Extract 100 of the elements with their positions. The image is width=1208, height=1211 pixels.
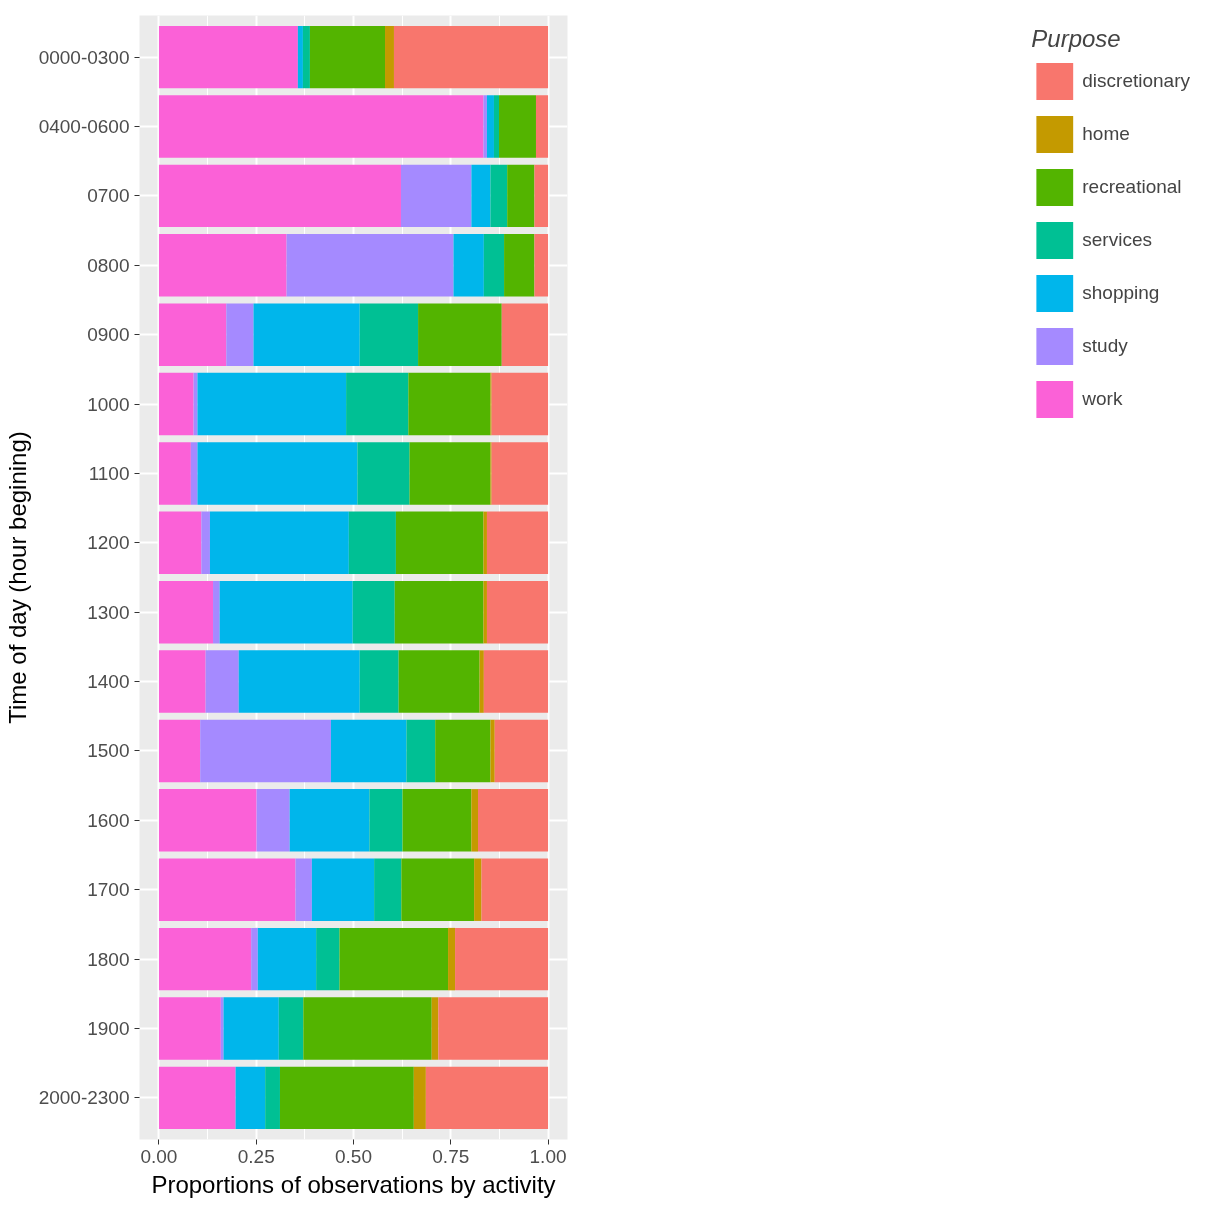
bar xyxy=(311,858,375,921)
bar xyxy=(205,650,239,713)
legend-label: home xyxy=(1082,123,1130,145)
legend-label: shopping xyxy=(1082,282,1160,304)
y-tick-label: 1300 xyxy=(87,601,130,623)
bar xyxy=(316,927,340,991)
bar xyxy=(471,789,479,852)
bar xyxy=(534,234,549,297)
bar xyxy=(474,858,482,921)
bar xyxy=(534,164,549,228)
y-tick-label: 1900 xyxy=(87,1017,130,1039)
bar xyxy=(499,95,536,158)
y-tick-label: 1000 xyxy=(87,393,130,415)
bar xyxy=(158,580,214,644)
bar xyxy=(425,1066,549,1130)
bar xyxy=(256,789,290,852)
bar xyxy=(158,372,194,436)
bar xyxy=(297,25,303,89)
y-tick-label: 1100 xyxy=(88,462,130,484)
bar xyxy=(158,95,484,158)
bar xyxy=(235,1066,266,1130)
bar xyxy=(402,789,472,852)
bar xyxy=(418,303,502,366)
y-axis-title: Time of day (hour begining) xyxy=(3,431,31,724)
bar xyxy=(238,650,360,713)
bar xyxy=(158,719,201,783)
bar xyxy=(158,234,287,297)
bar xyxy=(197,372,347,436)
bar xyxy=(394,580,484,644)
y-tick-label: 1800 xyxy=(87,948,130,970)
legend-label: discretionary xyxy=(1082,70,1190,92)
bar xyxy=(481,858,549,921)
bar xyxy=(413,1066,426,1130)
bar xyxy=(486,511,549,575)
legend-title: Purpose xyxy=(1031,25,1122,53)
bar xyxy=(303,997,432,1060)
y-tick-label: 1400 xyxy=(87,671,130,693)
bar xyxy=(438,997,549,1060)
bar xyxy=(483,511,487,575)
bar xyxy=(483,95,487,158)
y-tick-label: 0800 xyxy=(87,254,130,276)
bar xyxy=(339,927,449,991)
bar xyxy=(309,25,386,89)
y-tick-label: 0400-0600 xyxy=(38,116,130,138)
bar xyxy=(401,858,475,921)
bar xyxy=(197,442,358,505)
bar xyxy=(213,580,220,644)
bar xyxy=(493,95,500,158)
bar xyxy=(483,650,549,713)
bar xyxy=(348,511,396,575)
x-tick-label: 0.25 xyxy=(237,1145,275,1167)
bar xyxy=(491,442,549,505)
legend-label: work xyxy=(1082,388,1123,410)
bar xyxy=(406,719,436,783)
bar xyxy=(158,789,257,852)
bar xyxy=(490,719,495,783)
bar xyxy=(201,511,210,575)
bar xyxy=(494,719,549,783)
x-tick-label: 0.75 xyxy=(432,1145,470,1167)
y-tick-label: 1600 xyxy=(87,809,130,831)
bar xyxy=(330,719,407,783)
bar xyxy=(486,580,549,644)
bar xyxy=(435,719,491,783)
bar xyxy=(455,927,549,991)
y-tick-label: 0000-0300 xyxy=(38,46,130,68)
legend-label: services xyxy=(1082,229,1152,251)
bar xyxy=(369,789,403,852)
bar xyxy=(278,997,304,1060)
x-tick-label: 1.00 xyxy=(529,1145,567,1167)
bar xyxy=(374,858,402,921)
bar xyxy=(295,858,312,921)
bar xyxy=(352,580,395,644)
bar xyxy=(357,442,410,505)
bar xyxy=(471,164,491,228)
y-tick-label: 1700 xyxy=(87,879,130,901)
y-tick-label: 2000-2300 xyxy=(38,1087,130,1109)
bar xyxy=(158,997,221,1060)
y-tick-label: 0700 xyxy=(87,185,130,207)
bar xyxy=(190,442,198,505)
bar xyxy=(302,25,310,89)
bar xyxy=(226,303,254,366)
bar xyxy=(395,511,484,575)
bar xyxy=(385,25,394,89)
bar xyxy=(491,372,549,436)
bar xyxy=(219,580,353,644)
bar xyxy=(346,372,409,436)
bar xyxy=(490,164,508,228)
bar xyxy=(158,25,298,89)
bar xyxy=(501,303,549,366)
bar xyxy=(223,997,279,1060)
bar xyxy=(393,25,549,89)
bar xyxy=(483,580,487,644)
bar xyxy=(220,997,224,1060)
bar xyxy=(253,303,360,366)
bar xyxy=(400,164,472,228)
bar xyxy=(478,789,549,852)
bar xyxy=(359,650,399,713)
bar xyxy=(289,789,370,852)
bar xyxy=(158,1066,236,1130)
x-axis-title: Proportions of observations by activity xyxy=(151,1170,556,1198)
